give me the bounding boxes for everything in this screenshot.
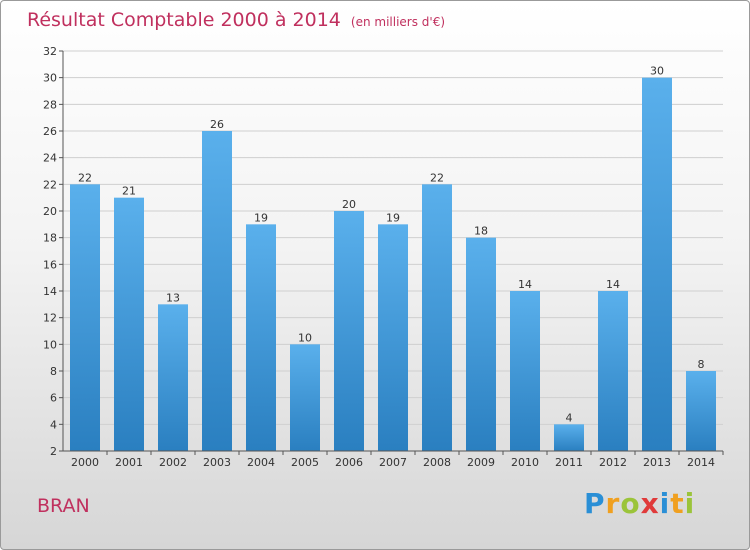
x-tick-label: 2000 — [71, 456, 99, 469]
y-tick-label: 26 — [43, 125, 57, 138]
data-label: 8 — [698, 358, 705, 371]
data-label: 13 — [166, 291, 180, 304]
bar — [158, 304, 188, 451]
x-tick-label: 2010 — [511, 456, 539, 469]
proxiti-logo: Proxiti — [584, 487, 695, 520]
x-tick-label: 2006 — [335, 456, 363, 469]
x-tick-label: 2014 — [687, 456, 715, 469]
bar — [598, 291, 628, 451]
data-label: 26 — [210, 118, 224, 131]
data-label: 22 — [430, 171, 444, 184]
x-tick-label: 2004 — [247, 456, 275, 469]
x-tick-label: 2013 — [643, 456, 671, 469]
x-tick-label: 2009 — [467, 456, 495, 469]
chart-title-text: Résultat Comptable 2000 à 2014 — [27, 9, 341, 31]
y-tick-label: 14 — [43, 285, 57, 298]
logo-letter: x — [640, 487, 660, 520]
y-tick-label: 2 — [50, 445, 57, 458]
bar — [510, 291, 540, 451]
logo-letter: i — [684, 487, 696, 520]
y-tick-label: 8 — [50, 365, 57, 378]
logo-letter: i — [659, 487, 671, 520]
bar — [554, 424, 584, 451]
x-tick-label: 2003 — [203, 456, 231, 469]
chart-subtitle: (en milliers d'€) — [350, 15, 446, 29]
chart-title: Résultat Comptable 2000 à 2014 (en millie… — [27, 9, 445, 31]
y-tick-label: 4 — [50, 418, 57, 431]
x-tick-label: 2001 — [115, 456, 143, 469]
data-label: 14 — [518, 278, 532, 291]
y-tick-label: 24 — [43, 152, 57, 165]
bar — [422, 184, 452, 452]
data-label: 14 — [606, 278, 620, 291]
bar — [378, 224, 408, 451]
y-tick-label: 22 — [43, 178, 57, 191]
x-tick-label: 2007 — [379, 456, 407, 469]
y-tick-label: 6 — [50, 392, 57, 405]
data-label: 4 — [566, 411, 573, 424]
logo-letter: t — [670, 487, 685, 520]
data-label: 19 — [386, 211, 400, 224]
bar — [290, 344, 320, 451]
bar — [70, 184, 100, 452]
commune-name: BRAN — [37, 495, 90, 517]
logo-letter: r — [605, 487, 621, 520]
y-tick-label: 20 — [43, 205, 57, 218]
bar — [642, 77, 672, 452]
bar — [466, 237, 496, 451]
y-tick-label: 28 — [43, 98, 57, 111]
data-label: 30 — [650, 65, 664, 78]
logo-letter: P — [584, 487, 606, 520]
x-tick-label: 2011 — [555, 456, 583, 469]
bar — [202, 131, 232, 451]
x-tick-label: 2008 — [423, 456, 451, 469]
bar — [114, 197, 144, 451]
data-label: 10 — [298, 331, 312, 344]
data-label: 21 — [122, 185, 136, 198]
data-label: 18 — [474, 225, 488, 238]
x-tick-label: 2012 — [599, 456, 627, 469]
y-tick-label: 18 — [43, 232, 57, 245]
logo-letter: o — [620, 487, 641, 520]
x-tick-label: 2005 — [291, 456, 319, 469]
data-label: 19 — [254, 211, 268, 224]
x-tick-label: 2002 — [159, 456, 187, 469]
y-tick-label: 12 — [43, 312, 57, 325]
bar — [246, 224, 276, 451]
bar — [686, 371, 716, 451]
y-tick-label: 10 — [43, 338, 57, 351]
data-label: 20 — [342, 198, 356, 211]
bars: 22 21 13 26 19 10 20 19 22 18 14 4 14 30 8 — [70, 65, 716, 452]
y-tick-label: 30 — [43, 72, 57, 85]
y-tick-label: 32 — [43, 45, 57, 58]
bar — [334, 211, 364, 451]
y-tick-label: 16 — [43, 258, 57, 271]
data-label: 22 — [78, 171, 92, 184]
